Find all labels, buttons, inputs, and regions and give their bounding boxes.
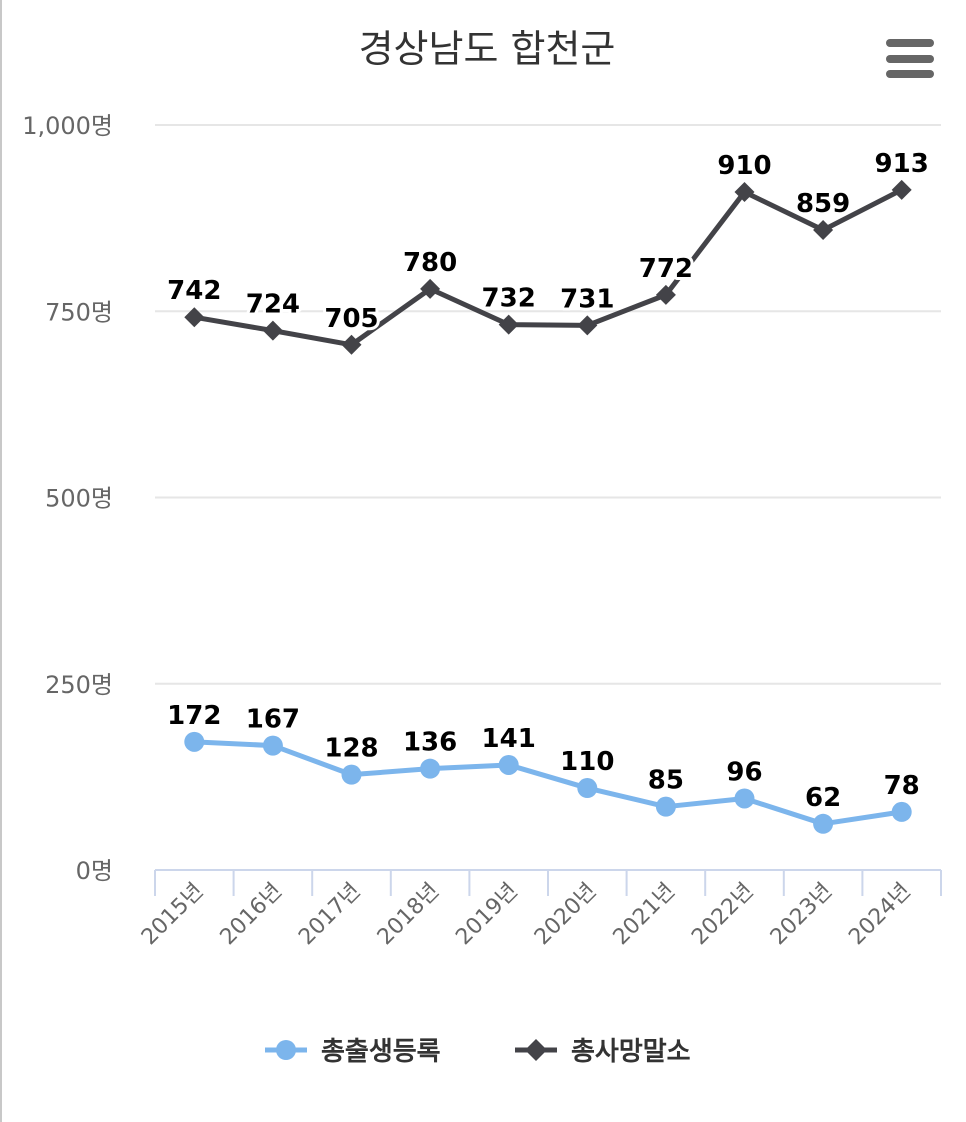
series-line-총출생등록 xyxy=(194,739,903,827)
x-tick-label: 2024년 xyxy=(844,879,916,951)
data-point[interactable] xyxy=(891,801,912,822)
y-tick-label: 1,000명 xyxy=(22,112,113,140)
data-point[interactable] xyxy=(813,220,834,241)
legend-label: 총출생등록 xyxy=(321,1037,441,1067)
data-label: 731 xyxy=(560,284,614,314)
data-point[interactable] xyxy=(734,182,755,203)
x-tick-label: 2016년 xyxy=(216,879,288,951)
data-point[interactable] xyxy=(420,278,441,299)
y-tick-label: 750명 xyxy=(45,298,113,326)
hamburger-menu-icon[interactable] xyxy=(886,39,934,78)
x-tick-label: 2020년 xyxy=(530,879,602,951)
data-point[interactable] xyxy=(341,334,362,355)
x-tick-label: 2022년 xyxy=(687,879,759,951)
x-tick-label: 2023년 xyxy=(766,879,838,951)
data-label: 772 xyxy=(639,254,693,284)
data-point[interactable] xyxy=(262,320,283,341)
x-tick-label: 2018년 xyxy=(373,879,445,951)
data-point[interactable] xyxy=(498,314,519,335)
x-tick-label: 2017년 xyxy=(294,879,366,951)
data-label: 724 xyxy=(246,290,300,320)
y-tick-label: 500명 xyxy=(45,485,113,513)
legend-item-총사망말소[interactable]: 총사망말소 xyxy=(515,1037,691,1067)
data-label: 62 xyxy=(805,783,841,813)
data-point[interactable] xyxy=(184,731,205,752)
legend-label: 총사망말소 xyxy=(571,1037,691,1067)
legend-item-총출생등록[interactable]: 총출생등록 xyxy=(265,1037,441,1067)
data-label: 705 xyxy=(324,304,378,334)
y-tick-label: 250명 xyxy=(45,671,113,699)
data-label: 136 xyxy=(403,728,457,758)
data-label: 141 xyxy=(482,724,536,754)
data-label: 742 xyxy=(167,276,221,306)
data-point[interactable] xyxy=(655,284,676,305)
data-point[interactable] xyxy=(498,754,519,775)
data-point[interactable] xyxy=(655,796,676,817)
data-label: 780 xyxy=(403,248,457,278)
x-tick-label: 2021년 xyxy=(609,879,681,951)
data-label: 96 xyxy=(726,757,762,787)
chart-title: 경상남도 합천군 xyxy=(359,27,616,71)
data-point[interactable] xyxy=(341,764,362,785)
data-point[interactable] xyxy=(734,788,755,809)
series-line-총사망말소 xyxy=(193,187,903,348)
data-label: 78 xyxy=(884,771,920,801)
data-label: 85 xyxy=(648,766,684,796)
y-tick-label: 0명 xyxy=(76,857,113,885)
data-label: 913 xyxy=(875,149,929,179)
data-label: 167 xyxy=(246,705,300,735)
data-label: 859 xyxy=(796,189,850,219)
data-label: 172 xyxy=(167,701,221,731)
data-point[interactable] xyxy=(184,307,205,328)
data-point[interactable] xyxy=(262,735,283,756)
x-tick-label: 2019년 xyxy=(451,879,523,951)
legend-diamond-icon xyxy=(525,1039,547,1061)
data-label: 910 xyxy=(717,151,771,181)
data-point[interactable] xyxy=(577,315,598,336)
x-tick-label: 2015년 xyxy=(137,879,209,951)
data-label: 732 xyxy=(482,284,536,314)
legend-circle-icon xyxy=(276,1040,296,1060)
data-label: 110 xyxy=(560,747,614,777)
data-label: 128 xyxy=(324,734,378,764)
left-border xyxy=(0,0,2,1122)
data-point[interactable] xyxy=(577,778,598,799)
data-point[interactable] xyxy=(813,813,834,834)
data-point[interactable] xyxy=(891,179,912,200)
data-point[interactable] xyxy=(420,758,441,779)
